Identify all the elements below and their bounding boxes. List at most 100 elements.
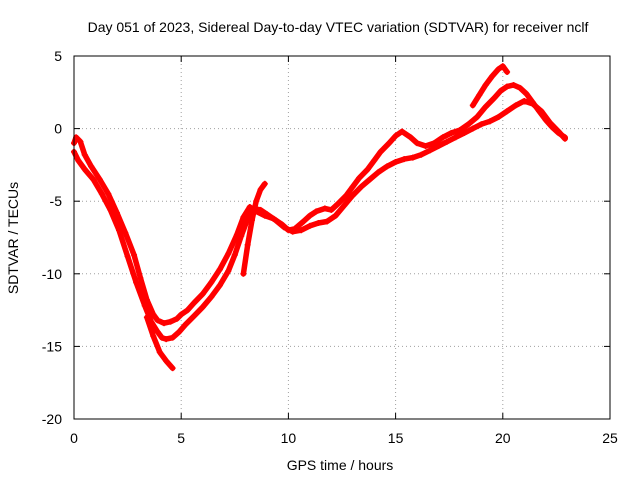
data-point-marker — [392, 158, 399, 165]
data-point-marker — [158, 334, 165, 341]
data-point-marker — [448, 129, 455, 136]
data-point-marker — [240, 270, 247, 277]
data-point-marker — [356, 174, 363, 181]
data-point-marker — [516, 84, 523, 91]
data-point-marker — [298, 227, 305, 234]
data-point-marker — [90, 176, 97, 183]
x-tick-labels: 0 5 10 15 20 25 — [70, 430, 618, 446]
data-point-marker — [504, 108, 511, 115]
data-point-marker — [191, 299, 198, 306]
data-point-marker — [486, 118, 493, 125]
x-axis-label: GPS time / hours — [287, 457, 394, 473]
data-point-marker — [167, 318, 174, 325]
data-point-marker — [131, 251, 138, 258]
data-point-marker — [482, 82, 489, 89]
data-point-marker — [401, 156, 408, 163]
data-point-marker — [261, 180, 268, 187]
data-point-marker — [257, 206, 264, 213]
data-point-marker — [561, 135, 568, 142]
x-tick-label: 5 — [177, 430, 185, 446]
data-point-marker — [521, 98, 528, 105]
y-tick-label: 5 — [54, 48, 62, 64]
data-point-marker — [98, 190, 105, 197]
data-point-marker — [529, 100, 536, 107]
y-tick-label: -10 — [42, 266, 62, 282]
data-point-marker — [306, 222, 313, 229]
data-point-marker — [482, 103, 489, 110]
data-point-marker — [321, 205, 328, 212]
data-point-marker — [113, 209, 120, 216]
data-point-marker — [105, 190, 112, 197]
data-point-marker — [386, 140, 393, 147]
x-tick-label: 20 — [495, 430, 511, 446]
data-point-marker — [315, 219, 322, 226]
data-point-marker — [199, 291, 206, 298]
data-point-marker — [253, 198, 260, 205]
data-point-marker — [469, 102, 476, 109]
x-tick-label: 25 — [602, 430, 618, 446]
data-point-marker — [281, 224, 288, 231]
data-point-marker — [418, 151, 425, 158]
data-point-marker — [444, 138, 451, 145]
data-point-marker — [510, 82, 517, 89]
data-point-marker — [169, 365, 176, 372]
data-point-marker — [407, 134, 414, 141]
data-point-marker — [169, 334, 176, 341]
data-point-marker — [469, 125, 476, 132]
chart-title: Day 051 of 2023, Sidereal Day-to-day VTE… — [88, 19, 589, 35]
data-point-marker — [499, 63, 506, 70]
data-point-marker — [107, 206, 114, 213]
y-tick-label: -15 — [42, 338, 62, 354]
data-point-marker — [163, 336, 170, 343]
data-point-marker — [343, 192, 350, 199]
data-point-marker — [176, 328, 183, 335]
data-point-marker — [439, 134, 446, 141]
data-point-marker — [289, 228, 296, 235]
data-point-marker — [435, 143, 442, 150]
data-point-marker — [452, 134, 459, 141]
data-point-marker — [77, 138, 84, 145]
data-point-marker — [150, 311, 157, 318]
data-point-marker — [141, 302, 148, 309]
data-point-marker — [216, 282, 223, 289]
data-point-marker — [96, 176, 103, 183]
data-point-marker — [161, 320, 168, 327]
data-point-marker — [156, 349, 163, 356]
data-point-marker — [208, 294, 215, 301]
data-point-marker — [208, 279, 215, 286]
data-point-marker — [491, 95, 498, 102]
data-point-marker — [332, 212, 339, 219]
data-point-marker — [133, 279, 140, 286]
y-tick-label: 0 — [54, 121, 62, 137]
data-point-marker — [81, 151, 88, 158]
data-point-marker — [489, 73, 496, 80]
data-point-marker — [137, 275, 144, 282]
data-point-marker — [474, 113, 481, 120]
data-point-marker — [409, 154, 416, 161]
data-point-marker — [414, 140, 421, 147]
data-point-marker — [263, 211, 270, 218]
data-point-marker — [306, 212, 313, 219]
data-point-marker — [124, 253, 131, 260]
data-point-marker — [191, 312, 198, 319]
data-point-marker — [476, 92, 483, 99]
data-point-marker — [426, 147, 433, 154]
data-point-marker — [184, 307, 191, 314]
data-point-marker — [334, 201, 341, 208]
y-tick-label: -5 — [50, 193, 63, 209]
data-point-marker — [248, 217, 255, 224]
data-point-marker — [456, 127, 463, 134]
data-point-marker — [154, 328, 161, 335]
data-series — [71, 63, 568, 372]
data-point-marker — [422, 143, 429, 150]
data-point-marker — [461, 129, 468, 136]
y-tick-labels: 5 0 -5 -10 -15 -20 — [42, 48, 62, 427]
data-point-marker — [173, 315, 180, 322]
data-point-marker — [182, 321, 189, 328]
data-point-marker — [143, 314, 150, 321]
data-point-marker — [377, 148, 384, 155]
data-point-marker — [375, 169, 382, 176]
data-point-marker — [504, 83, 511, 90]
data-point-marker — [313, 208, 320, 215]
